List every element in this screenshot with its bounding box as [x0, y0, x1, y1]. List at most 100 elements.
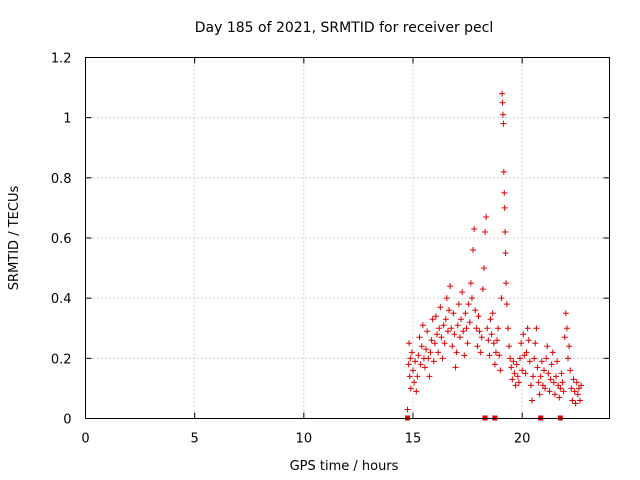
data-point — [572, 400, 579, 407]
data-point — [467, 280, 474, 287]
data-point — [448, 325, 455, 332]
data-point — [491, 361, 498, 368]
data-point — [509, 376, 516, 383]
chart-title: Day 185 of 2021, SRMTID for receiver pec… — [195, 20, 494, 36]
data-point — [526, 358, 533, 365]
data-point — [423, 346, 430, 353]
data-point — [525, 337, 532, 344]
data-point — [439, 355, 446, 362]
data-point — [412, 358, 419, 365]
data-point — [543, 355, 550, 362]
data-point — [563, 325, 570, 332]
data-point — [507, 355, 514, 362]
data-point — [407, 385, 414, 392]
data-point — [503, 280, 510, 287]
data-point — [565, 355, 572, 362]
y-tick-label: 0.2 — [51, 352, 72, 367]
x-tick-label: 15 — [405, 432, 422, 447]
data-point — [459, 289, 466, 296]
data-point — [538, 358, 545, 365]
data-point — [500, 168, 507, 175]
data-point — [531, 355, 538, 362]
data-point — [521, 352, 528, 359]
data-point — [523, 349, 530, 356]
data-point — [502, 228, 509, 235]
data-point — [462, 310, 469, 317]
y-tick-label: 1.2 — [51, 52, 72, 67]
data-point — [557, 385, 564, 392]
data-point — [570, 376, 577, 383]
data-point — [537, 373, 544, 380]
data-point — [533, 325, 540, 332]
data-point — [560, 388, 567, 395]
data-point — [485, 337, 492, 344]
y-tick-label: 1 — [63, 112, 71, 127]
data-points — [404, 90, 585, 413]
data-point — [488, 331, 495, 338]
data-point — [514, 373, 521, 380]
data-point — [551, 391, 558, 398]
data-point — [541, 367, 547, 374]
data-point — [506, 343, 513, 350]
data-point — [455, 301, 462, 308]
data-point — [528, 397, 535, 404]
data-point — [571, 388, 578, 395]
data-point — [408, 349, 415, 356]
data-point — [497, 367, 504, 374]
data-point — [555, 382, 562, 389]
data-point — [569, 397, 576, 404]
data-point — [492, 349, 499, 356]
data-point — [496, 352, 503, 359]
axis-ticks — [85, 57, 610, 419]
data-point — [468, 295, 475, 302]
data-point — [516, 355, 523, 362]
data-point — [567, 367, 574, 374]
data-point — [559, 379, 566, 386]
data-point — [547, 376, 554, 383]
data-point — [404, 406, 411, 413]
data-point — [556, 394, 563, 401]
data-point — [460, 328, 467, 335]
data-point — [456, 334, 463, 341]
data-point — [430, 358, 437, 365]
data-point — [577, 397, 584, 404]
y-tick-labels: 0 0.2 0.4 0.6 0.8 1 1.2 — [51, 52, 72, 428]
data-point — [414, 373, 421, 380]
data-point — [472, 307, 479, 314]
data-point — [518, 340, 525, 347]
x-tick-labels: 0 5 10 15 20 — [81, 432, 530, 447]
data-point — [566, 343, 573, 350]
x-tick-label: 20 — [514, 432, 531, 447]
data-point — [498, 295, 505, 302]
data-point — [444, 328, 451, 335]
data-point — [465, 301, 472, 308]
data-point — [452, 364, 459, 371]
data-point — [530, 373, 537, 380]
data-point — [527, 382, 534, 389]
data-point — [549, 349, 556, 356]
x-axis-label: GPS time / hours — [290, 459, 399, 474]
data-point — [442, 316, 449, 323]
data-point — [545, 370, 552, 377]
data-point — [500, 120, 507, 127]
data-point — [418, 343, 425, 350]
data-point — [440, 322, 447, 329]
data-point — [475, 313, 482, 320]
data-point — [458, 316, 465, 323]
data-point — [501, 204, 508, 211]
data-point — [415, 352, 422, 359]
data-point — [473, 325, 480, 332]
data-point — [532, 340, 539, 347]
data-point — [429, 316, 436, 323]
data-point — [578, 382, 585, 389]
data-point — [453, 349, 460, 356]
data-point — [483, 213, 490, 220]
data-point — [437, 304, 444, 311]
x-tick-label: 5 — [191, 432, 199, 447]
data-point — [499, 90, 506, 97]
grid-lines — [85, 57, 610, 419]
data-point — [428, 337, 435, 344]
data-point — [479, 286, 486, 293]
data-point — [548, 361, 555, 368]
data-point — [499, 111, 506, 118]
